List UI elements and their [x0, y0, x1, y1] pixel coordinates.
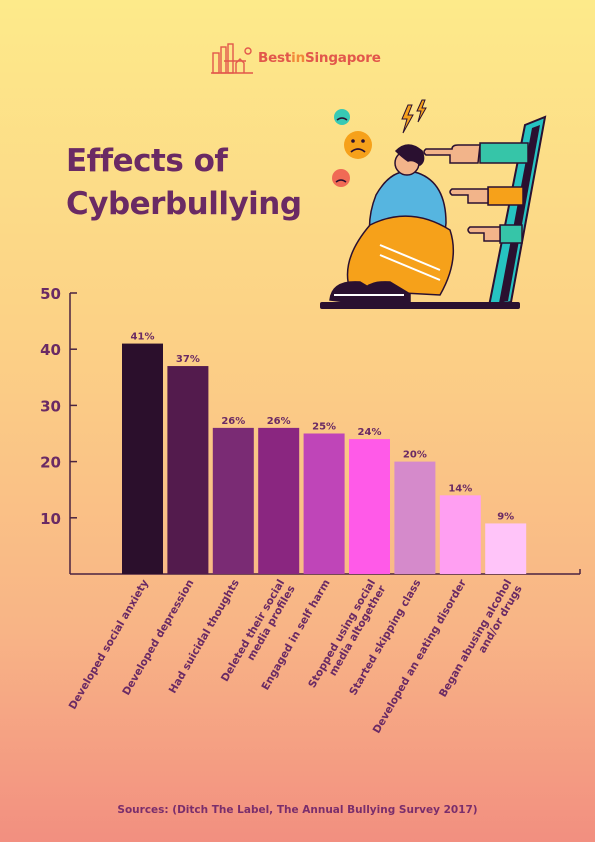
- x-tick-label: Developed an eating disorder: [371, 577, 470, 736]
- title-line-2: Cyberbullying: [66, 186, 302, 222]
- x-tick-label-line: Developed social anxiety: [67, 577, 151, 711]
- title-line-1: Effects of: [66, 143, 228, 179]
- angry-emoji-icon: [334, 109, 350, 125]
- x-tick-label-line: Developed an eating disorder: [371, 577, 470, 736]
- singapore-skyline-icon: [211, 43, 253, 74]
- bar: [212, 427, 254, 574]
- y-tick-label: 40: [40, 341, 61, 359]
- y-tick-label: 10: [40, 510, 61, 528]
- mad-emoji-icon: [332, 169, 350, 187]
- bar-value-label: 9%: [497, 511, 514, 522]
- bar: [122, 343, 163, 574]
- bar-value-label: 24%: [358, 427, 382, 438]
- bar-value-label: 14%: [448, 483, 472, 494]
- bar: [349, 439, 390, 574]
- bar-value-label: 25%: [312, 422, 336, 433]
- bar-value-label: 26%: [267, 416, 291, 427]
- person-figure-icon: [329, 144, 455, 307]
- bar-value-label: 37%: [176, 354, 200, 365]
- logo-text: BestinSingapore: [258, 50, 381, 66]
- y-tick-label: 20: [40, 454, 61, 472]
- bar-value-label: 20%: [403, 450, 427, 461]
- bar: [485, 523, 527, 574]
- bar: [394, 461, 436, 574]
- logo: BestinSingapore: [210, 40, 381, 76]
- frown-emoji-icon: [344, 131, 372, 159]
- bar: [258, 427, 300, 574]
- sad-person-illustration: [320, 99, 547, 309]
- bar: [167, 366, 209, 574]
- y-tick-label: 50: [40, 285, 61, 303]
- x-tick-label: Developed social anxiety: [67, 577, 151, 711]
- bar-value-label: 41%: [131, 332, 155, 343]
- bar: [439, 495, 481, 574]
- bar-value-label: 26%: [221, 416, 245, 427]
- page-title: Effects of Cyberbullying: [66, 140, 302, 226]
- source-citation: Sources: (Ditch The Label, The Annual Bu…: [117, 804, 478, 816]
- y-tick-label: 30: [40, 397, 61, 415]
- bar: [303, 433, 345, 574]
- laptop-icon: [320, 115, 547, 309]
- lightning-icon: [401, 99, 427, 134]
- pointing-hands-icon: [423, 142, 529, 244]
